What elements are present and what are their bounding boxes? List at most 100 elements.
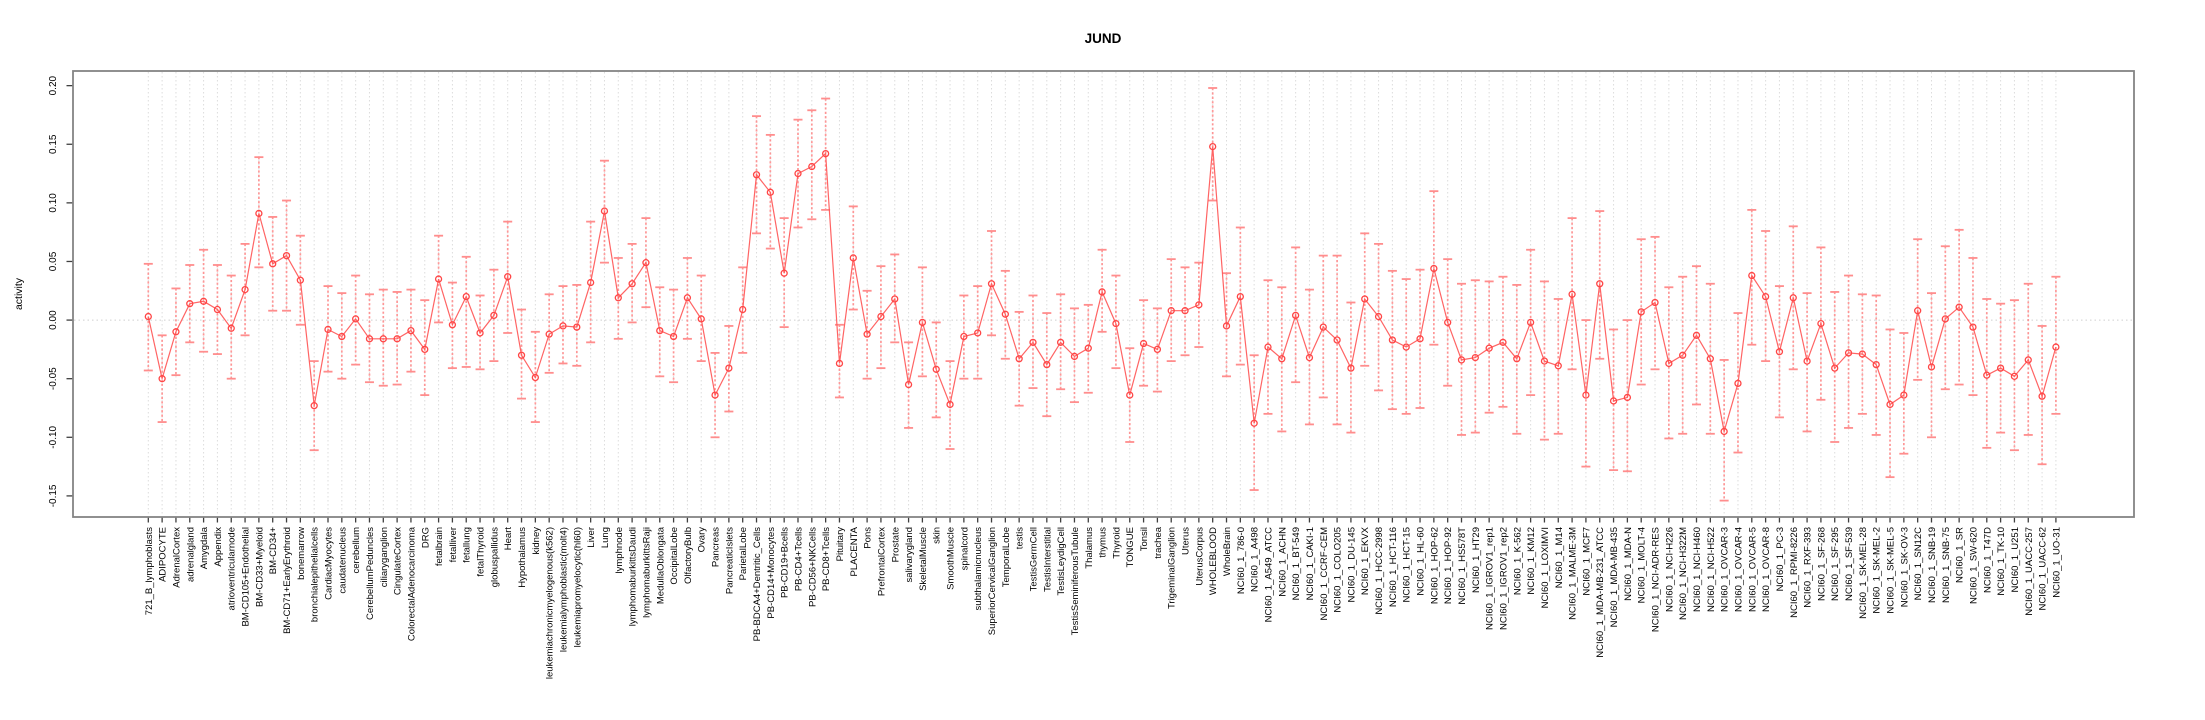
- x-tick-label: NCI60_1_UO-31: [2051, 527, 2062, 598]
- error-bar: [226, 274, 236, 380]
- x-tick-label: leukemialymphoblastic(molt4): [558, 527, 569, 652]
- error-bar: [973, 285, 983, 380]
- data-point: [1305, 353, 1314, 362]
- error-bar: [1180, 266, 1190, 357]
- error-bar: [1000, 269, 1010, 360]
- x-tick-label: NCI60_1_COLO205: [1333, 527, 1344, 613]
- data-point: [1872, 360, 1880, 369]
- error-bar: [586, 220, 596, 344]
- chart-title: JUND: [1085, 31, 1122, 46]
- data-point: [282, 251, 291, 260]
- error-bar: [337, 292, 347, 380]
- error-bar: [807, 109, 817, 221]
- grid: [74, 72, 2133, 516]
- data-point: [1665, 359, 1673, 368]
- data-point: [504, 273, 512, 281]
- x-tick-label: UterusCorpus: [1194, 527, 1205, 586]
- data-point: [1430, 264, 1438, 273]
- data-point: [1319, 323, 1327, 331]
- data-point: [1250, 419, 1258, 427]
- x-tick-label: Tonsil: [1139, 527, 1150, 551]
- data-point: [586, 278, 595, 287]
- error-bar: [904, 341, 914, 429]
- x-tick-label: Lung: [600, 527, 611, 548]
- x-tick-label: atrioventricularnode: [227, 527, 238, 610]
- data-point: [1126, 391, 1134, 399]
- x-tick-label: Uterus: [1181, 527, 1192, 555]
- error-bar: [1595, 210, 1605, 360]
- data-point: [517, 351, 526, 359]
- data-point: [1499, 338, 1507, 347]
- data-point: [1596, 280, 1604, 288]
- x-tick-label: PB-CD14+Monocytes: [766, 527, 777, 619]
- data-point: [213, 305, 222, 314]
- data-point: [1568, 290, 1576, 298]
- error-bar: [1844, 274, 1854, 429]
- error-bar: [1761, 230, 1771, 363]
- data-point: [1153, 345, 1162, 354]
- error-bar: [1857, 293, 1867, 415]
- x-tick-label: 721_B_lymphoblasts: [144, 527, 155, 615]
- error-bar: [724, 325, 734, 413]
- x-tick-label: NCI60_1_A549_ATCC: [1263, 527, 1274, 623]
- data-point: [255, 209, 263, 218]
- x-tick-label: WHOLEBLOOD: [1208, 527, 1219, 595]
- data-point: [1471, 353, 1479, 362]
- error-bar: [268, 216, 278, 312]
- error-bar: [1374, 242, 1384, 392]
- error-bar: [364, 293, 374, 384]
- x-tick-label: NCI60_1_PC-3: [1775, 527, 1786, 591]
- data-point: [918, 318, 927, 327]
- error-bar: [323, 285, 333, 373]
- data-point: [1056, 338, 1065, 347]
- x-tick-label: NCI60_1_TK-10: [1996, 527, 2007, 596]
- y-tick-label: 0.10: [48, 193, 59, 213]
- error-bar: [917, 266, 927, 378]
- x-tick-label: PB-BDCA4+Dentritic_Cells: [752, 527, 763, 642]
- error-bar: [392, 291, 402, 386]
- x-tick-label: lymphomaburkittsRaji: [641, 527, 652, 618]
- error-bar: [2009, 299, 2019, 452]
- data-point: [1761, 292, 1770, 301]
- x-tick-label: NCI60_1_MOLT-4: [1637, 527, 1648, 603]
- data-point: [1941, 315, 1949, 323]
- x-tick-label: MedullaOblongata: [655, 526, 666, 604]
- x-tick-label: NCI60_1_BT-549: [1291, 527, 1302, 600]
- error-bar: [1719, 359, 1729, 502]
- plot-border: [72, 70, 2135, 518]
- y-tick-label: 0.15: [48, 134, 59, 154]
- x-tick-label: skin: [932, 527, 943, 544]
- data-point: [669, 332, 678, 341]
- error-bar: [1982, 298, 1992, 449]
- x-tick-label: TrigeminalGanglion: [1167, 527, 1178, 609]
- error-bar: [1166, 258, 1176, 363]
- x-tick-label: spinalcord: [959, 527, 970, 570]
- x-tick-label: adrenalgland: [185, 527, 196, 582]
- data-point: [1554, 362, 1562, 370]
- data-point: [904, 380, 913, 389]
- data-point: [365, 335, 374, 343]
- data-point: [1112, 319, 1120, 328]
- error-bar: [461, 255, 471, 368]
- error-bar: [1470, 279, 1480, 434]
- error-bar: [1885, 328, 1895, 479]
- data-point: [1347, 364, 1355, 372]
- data-point: [642, 258, 650, 267]
- data-point: [1444, 318, 1452, 327]
- error-bar: [890, 253, 900, 344]
- data-point: [2010, 372, 2019, 380]
- data-point: [1927, 363, 1936, 371]
- error-bar: [420, 299, 430, 396]
- data-point: [1278, 355, 1286, 363]
- x-tick-label: PancreaticIslets: [724, 527, 735, 594]
- data-point: [1402, 343, 1410, 351]
- x-tick-label: TONGUE: [1125, 527, 1136, 567]
- y-tick-label: -0.15: [48, 484, 59, 507]
- x-tick-label: BM-CD71+EarlyErythroid: [282, 527, 293, 634]
- x-tick-label: Pancreas: [711, 527, 722, 567]
- error-bar: [669, 288, 679, 384]
- error-bar: [157, 334, 167, 423]
- data-point: [1734, 379, 1742, 388]
- x-tick-label: NCI60_1_SK-MEL-2: [1872, 527, 1883, 614]
- data-point: [1955, 303, 1963, 311]
